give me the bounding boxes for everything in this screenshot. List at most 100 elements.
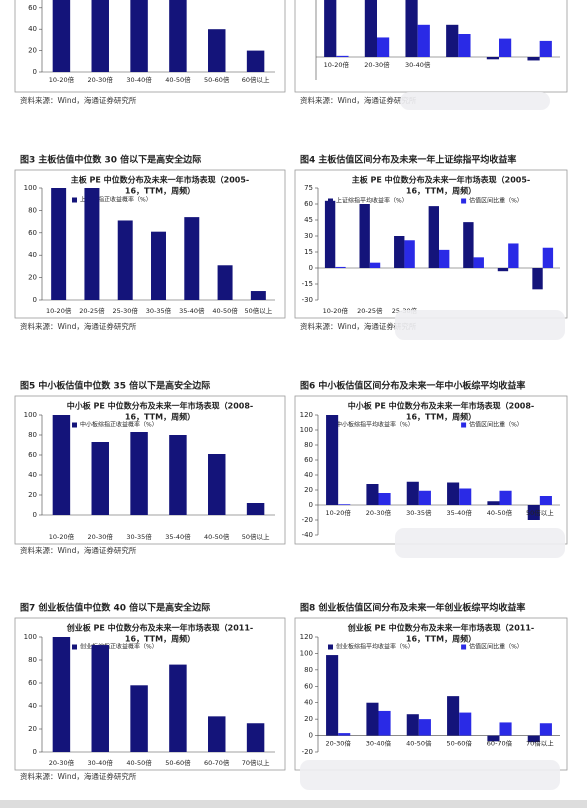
bar (130, 0, 148, 73)
x-tick-label: 40-50倍 (212, 306, 238, 315)
chart-title: 16，TTM，周频） (406, 412, 476, 422)
bar (208, 716, 226, 752)
y-tick-label: -30 (302, 296, 313, 304)
bar (130, 432, 148, 515)
bar (527, 505, 540, 520)
y-tick-label: 0 (309, 264, 313, 272)
bar (335, 266, 346, 268)
bar (542, 247, 554, 268)
x-tick-label: 20-30倍 (366, 508, 392, 517)
y-tick-label: 60 (28, 451, 37, 459)
bar (91, 442, 109, 515)
x-tick-label: 50-60倍 (204, 75, 230, 84)
chart-title: 16，TTM，周频） (406, 634, 476, 644)
x-tick-label: 35-40倍 (179, 306, 205, 315)
bar (338, 733, 351, 736)
x-tick-label: 30-40倍 (88, 758, 114, 767)
bar (52, 0, 71, 72)
y-tick-label: 75 (304, 184, 313, 192)
bar (459, 488, 472, 505)
x-tick-label: 30-35倍 (146, 306, 172, 315)
x-tick-label: 30-35倍 (406, 508, 432, 517)
bar (91, 0, 109, 72)
y-tick-label: 60 (304, 456, 313, 464)
bar (487, 735, 500, 742)
bar (208, 29, 226, 72)
bar (246, 50, 265, 72)
figure-caption: 图6 中小板估值区间分布及未来一年中小板综平均收益率 (300, 380, 525, 392)
y-tick-label: 120 (300, 411, 313, 419)
legend-swatch (72, 197, 77, 203)
x-tick-label: 10-20倍 (49, 532, 75, 541)
source-note: 资料来源：Wind，海通证券研究所 (300, 321, 417, 331)
bar (394, 236, 405, 268)
legend-label: 上证综指正收益概率（%） (80, 196, 152, 204)
bar (246, 723, 265, 752)
x-tick-label: 30-40倍 (405, 60, 431, 69)
legend-label: 创业板综指平均收益率（%） (336, 643, 414, 651)
bar (439, 249, 450, 268)
bar (418, 490, 431, 505)
y-tick-label: 20 (28, 274, 37, 282)
bar (499, 722, 512, 736)
bar (527, 57, 540, 61)
x-tick-label: 40-50倍 (126, 758, 152, 767)
bar (324, 0, 337, 57)
y-tick-label: 100 (300, 649, 313, 657)
chart-title: 创业板 PE 中位数分布及未来一年市场表现（2011- (347, 623, 534, 633)
source-note: 资料来源：Wind，海通证券研究所 (300, 95, 417, 105)
y-tick-label: 30 (304, 232, 313, 240)
bar (539, 40, 552, 57)
legend-swatch (72, 422, 77, 428)
blur-patch (395, 528, 565, 558)
figure-caption: 图7 创业板估值中位数 40 倍以下是高安全边际 (20, 602, 210, 614)
bar (406, 481, 419, 505)
figure-caption: 图3 主板估值中位数 30 倍以下是高安全边际 (20, 154, 201, 166)
legend-label: 估值区间比重（%） (469, 421, 523, 429)
chart-title: 16，TTM，周频） (125, 412, 195, 422)
y-tick-label: 40 (28, 25, 37, 33)
x-tick-label: 10-20倍 (46, 306, 72, 315)
legend-label: 上证综指平均收益率（%） (336, 197, 408, 205)
bar (539, 723, 552, 736)
x-tick-label: 50倍以上 (526, 508, 554, 517)
x-tick-label: 50倍以上 (242, 532, 270, 541)
y-tick-label: 20 (304, 486, 313, 494)
bar (359, 204, 370, 268)
figure-caption: 图4 主板估值区间分布及未来一年上证综指平均收益率 (300, 154, 516, 166)
y-tick-label: 0 (33, 296, 37, 304)
y-tick-label: 0 (33, 68, 37, 76)
blur-patch (400, 92, 550, 110)
y-tick-label: -20 (302, 516, 313, 524)
y-tick-label: 0 (33, 511, 37, 519)
bar (364, 0, 377, 57)
legend-swatch (328, 644, 333, 650)
bar (378, 493, 391, 505)
bar (406, 714, 419, 736)
bar (458, 34, 471, 57)
chart-title: 主板 PE 中位数分布及未来一年市场表现（2005- (352, 175, 530, 185)
chart-title: 创业板 PE 中位数分布及未来一年市场表现（2011- (66, 623, 253, 633)
bar (446, 24, 459, 57)
x-tick-label: 20-30倍 (88, 532, 114, 541)
x-tick-label: 10-20倍 (323, 306, 349, 315)
x-tick-label: 20-30倍 (49, 758, 75, 767)
x-tick-label: 50-60倍 (165, 758, 191, 767)
bar (473, 257, 484, 268)
x-tick-label: 30-40倍 (366, 739, 392, 748)
blur-patch (395, 310, 565, 340)
bar (130, 685, 148, 752)
y-tick-label: 60 (28, 679, 37, 687)
bar (217, 265, 233, 300)
figure-frame (14, 617, 286, 771)
y-tick-label: 120 (300, 633, 313, 641)
bar (52, 415, 71, 515)
y-tick-label: 80 (304, 441, 313, 449)
chart-title: 16，TTM，周频） (406, 186, 476, 196)
bar (417, 24, 430, 57)
bar (404, 240, 415, 268)
y-tick-label: 80 (304, 666, 313, 674)
x-tick-label: 50-60倍 (446, 739, 472, 748)
bar (447, 482, 460, 505)
